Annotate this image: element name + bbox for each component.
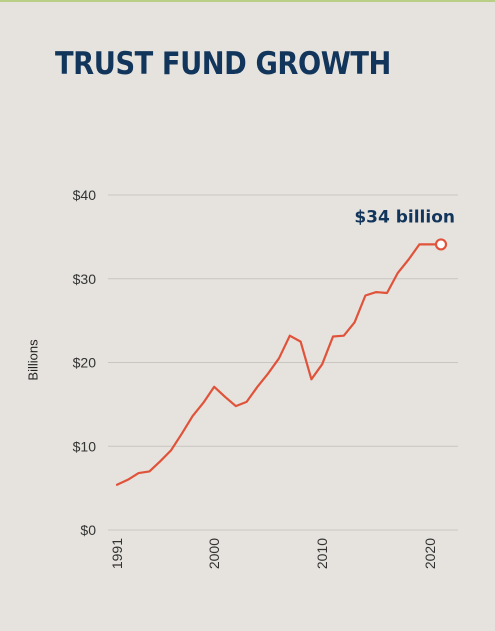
- x-tick-label: 2010: [314, 538, 330, 569]
- x-tick-label: 2000: [206, 538, 222, 569]
- x-tick-label: 2020: [422, 538, 438, 569]
- y-tick-label: $30: [73, 271, 97, 287]
- series-layer: [115, 243, 443, 486]
- y-tick-label: $20: [73, 355, 97, 371]
- y-tick-label: $0: [80, 522, 96, 538]
- annotation-layer: $34 billion: [354, 207, 455, 251]
- y-tick-label: $40: [73, 187, 97, 203]
- x-tick-labels: 1991 2000 2010 2020: [109, 538, 438, 569]
- x-tick-label: 1991: [109, 538, 125, 569]
- top-accent-rule: [0, 0, 495, 2]
- annotation-label: $34 billion: [354, 207, 455, 227]
- series-line: [115, 243, 443, 486]
- endpoint-marker: [434, 238, 448, 251]
- y-tick-labels: $0 $10 $20 $30 $40: [73, 187, 97, 538]
- chart-title: TRUST FUND GROWTH: [55, 46, 391, 82]
- gridlines: [108, 194, 458, 531]
- y-tick-label: $10: [73, 438, 97, 454]
